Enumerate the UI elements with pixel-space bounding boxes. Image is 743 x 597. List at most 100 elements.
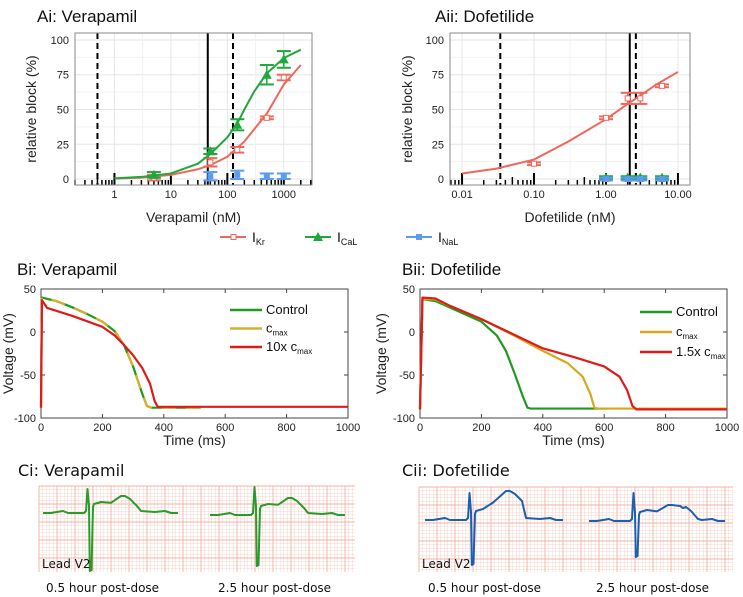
data-point xyxy=(263,173,270,180)
y-tick-label: 0 xyxy=(438,174,444,186)
series-10x-c: 10x cmax xyxy=(39,299,348,408)
x-tick-label: 0.01 xyxy=(451,189,472,201)
plot-border xyxy=(74,32,313,186)
x-axis-label: Time (ms) xyxy=(163,432,225,448)
x-tick-label: 400 xyxy=(534,422,552,434)
data-point xyxy=(207,173,214,180)
x-tick-label: 10 xyxy=(165,189,177,201)
time-caption: 2.5 hour post-dose xyxy=(596,581,709,595)
y-tick-label: 0 xyxy=(30,327,36,339)
legend-label-sub: max xyxy=(711,352,726,361)
x-tick-label: 200 xyxy=(93,422,111,434)
legend-marker xyxy=(230,234,237,240)
data-point xyxy=(148,169,159,179)
y-tick-label: 50 xyxy=(432,104,444,116)
legend-label: Control xyxy=(266,302,308,317)
time-caption: 2.5 hour post-dose xyxy=(218,581,331,595)
data-point xyxy=(234,146,241,153)
x-tick-label: 10.00 xyxy=(664,189,692,201)
x-axis-label: Time (ms) xyxy=(542,432,604,448)
data-point xyxy=(234,171,241,178)
legend-a: IKr ICaL INaL xyxy=(220,229,458,247)
legend-label: IKr xyxy=(252,229,265,247)
data-point xyxy=(531,160,538,167)
ecg-trace xyxy=(210,486,345,567)
series-1-5x-c: 1.5x cmax xyxy=(418,296,727,411)
chart-bii-dofetilide-ap: Bii: Dofetilide 0 200 400 600 800 1000 -100 -50… xyxy=(373,260,739,448)
legend-label-main: I xyxy=(438,229,442,245)
y-tick-label: 50 xyxy=(403,284,415,296)
legend-label-main: 10x c xyxy=(266,339,298,354)
ecg-trace xyxy=(43,488,178,572)
y-axis-label: Voltage (mV) xyxy=(0,313,16,394)
legend-label-sub: NaL xyxy=(442,237,459,247)
time-caption: 0.5 hour post-dose xyxy=(428,581,541,595)
lead-label: Lead V2 xyxy=(422,557,471,571)
legend-item: INaL xyxy=(406,229,458,247)
x-tick-label: 0.10 xyxy=(523,189,544,201)
legend-label-main: I xyxy=(337,229,341,245)
y-tick-label: 25 xyxy=(57,139,69,151)
x-tick-label: 1000 xyxy=(336,422,360,434)
data-point xyxy=(658,82,665,89)
series-control: Control xyxy=(418,298,718,410)
y-tick-label: 100 xyxy=(51,35,69,47)
series-ikr xyxy=(461,71,679,175)
legend-item: IKr xyxy=(220,229,265,247)
x-axis-label: Verapamil (nM) xyxy=(146,209,241,225)
legend-label: 1.5x cmax xyxy=(676,344,726,361)
legend-label-main: 1.5x c xyxy=(676,344,711,359)
legend-label: Control xyxy=(676,304,718,319)
legend-label-sub: Kr xyxy=(256,237,265,247)
y-axis-label: Voltage (mV) xyxy=(373,313,389,394)
data-point xyxy=(205,146,216,156)
ecg-title: Ci: Verapamil xyxy=(18,461,124,480)
x-tick-label: 1000 xyxy=(272,189,296,201)
legend-label-main: c xyxy=(676,324,683,339)
plot-border xyxy=(419,288,728,419)
x-axis-label: Dofetilide (nM) xyxy=(524,209,615,225)
legend-label-sub: max xyxy=(273,329,288,338)
data-point xyxy=(263,114,270,121)
series-inal xyxy=(203,169,291,182)
data-point xyxy=(624,95,631,102)
legend-label-main: c xyxy=(266,321,273,336)
series-ical xyxy=(114,48,302,180)
legend-label-sub: max xyxy=(297,347,312,356)
legend-label: INaL xyxy=(438,229,458,247)
y-tick-label: -100 xyxy=(393,413,415,425)
x-tick-label: 800 xyxy=(277,422,295,434)
x-tick-label: 600 xyxy=(595,422,613,434)
ecg-trace xyxy=(589,492,725,558)
data-point xyxy=(637,176,644,183)
chart-bi-verapamil-ap: Bi: Verapamil 0 200 400 600 800 1000 -100 -50 0 5… xyxy=(0,260,360,448)
data-point xyxy=(637,95,644,102)
series-c: cmax xyxy=(39,296,288,409)
lead-label: Lead V2 xyxy=(42,557,91,571)
y-tick-label: 100 xyxy=(426,35,444,47)
data-point xyxy=(280,74,287,81)
y-tick-label: 0 xyxy=(409,327,415,339)
x-tick-label: 600 xyxy=(216,422,234,434)
time-caption: 0.5 hour post-dose xyxy=(46,581,159,595)
y-tick-label: -100 xyxy=(14,413,36,425)
y-tick-label: 75 xyxy=(57,70,69,82)
x-tick-label: 200 xyxy=(472,422,490,434)
chart-title: Ai: Verapamil xyxy=(37,7,137,26)
x-tick-label: 400 xyxy=(155,422,173,434)
x-tick-label: 1.00 xyxy=(595,189,616,201)
legend-label-sub: max xyxy=(683,332,698,341)
legend-label-main: Control xyxy=(266,302,308,317)
chart-title: Bii: Dofetilide xyxy=(402,260,501,279)
y-tick-label: 50 xyxy=(57,104,69,116)
legend-label: ICaL xyxy=(337,229,357,247)
data-point xyxy=(624,176,631,183)
data-point xyxy=(602,114,609,121)
plot-border xyxy=(449,32,691,186)
legend-label-main: I xyxy=(252,229,256,245)
x-tick-label: 800 xyxy=(656,422,674,434)
ap-trace xyxy=(39,296,201,409)
legend-label: cmax xyxy=(676,324,698,341)
legend-marker xyxy=(313,232,323,241)
